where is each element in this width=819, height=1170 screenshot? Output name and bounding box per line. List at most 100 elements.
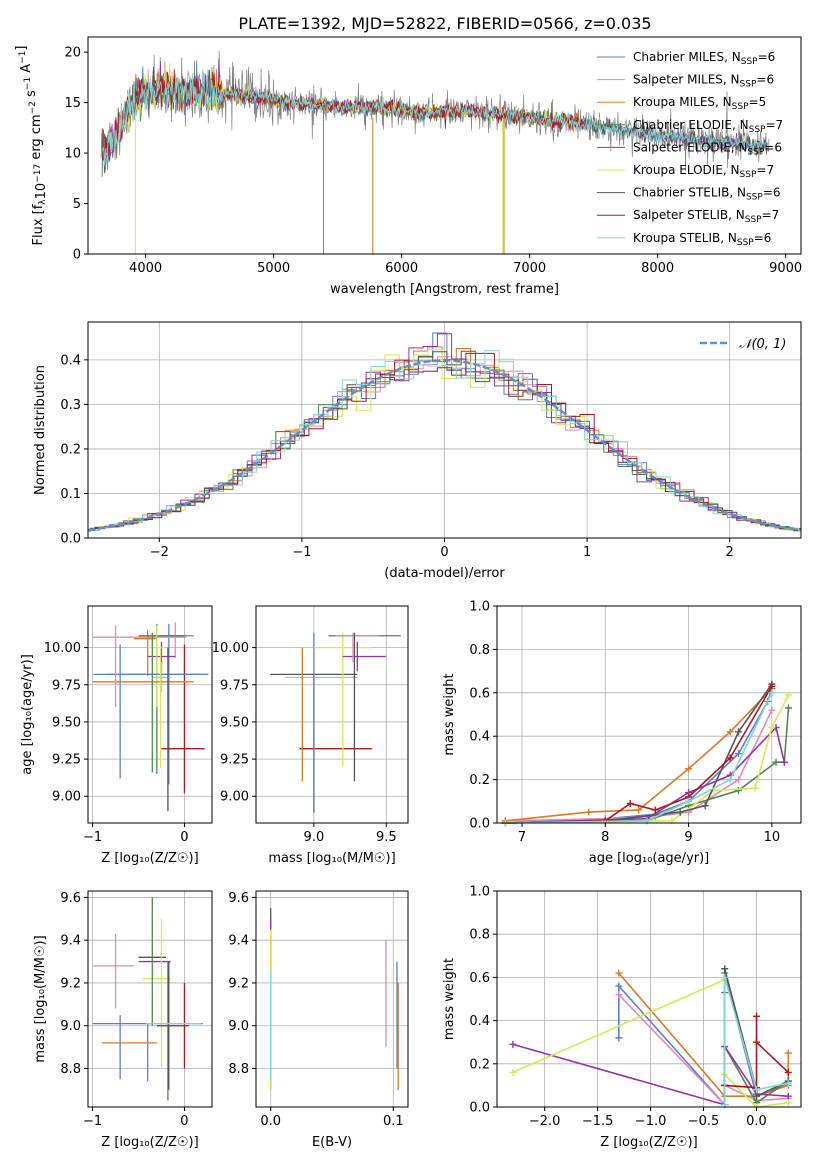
- histograms: [88, 332, 801, 532]
- y-tick-label: 20: [64, 46, 81, 61]
- legend-entry: Chabrier MILES, NSSP=6: [633, 50, 775, 67]
- series-line: [724, 1016, 789, 1089]
- grid: [497, 890, 801, 1108]
- y-tick-label: 0.0: [60, 532, 81, 547]
- series-marker: [784, 1092, 792, 1100]
- panel-age-vs-z: −1 0 9.00 9.25 9.50 9.75 10.00 Z [log₁₀(Z/Z☉)] a…: [20, 605, 213, 866]
- legend-entry: Chabrier ELODIE, NSSP=7: [633, 118, 783, 135]
- series-marker: [615, 991, 623, 999]
- legend-entry: Chabrier STELIB, NSSP=6: [633, 186, 781, 203]
- histogram-series: [88, 350, 801, 531]
- series-marker: [784, 1068, 792, 1076]
- axes-frame: [496, 605, 802, 824]
- y-tick-label: 9.6: [228, 891, 249, 906]
- series-marker: [753, 1012, 761, 1020]
- series-line: [505, 709, 773, 822]
- series-marker: [726, 728, 734, 736]
- x-tick-label: 0: [440, 545, 448, 560]
- panel-mass-vs-z: −1 0 8.8 9.0 9.2 9.4 9.6 Z [log₁₀(Z/Z☉)] mass [l…: [33, 890, 213, 1150]
- axes-frame: [255, 890, 409, 1108]
- histogram-series: [88, 350, 801, 532]
- panel-spectrum: 4000 5000 6000 7000 8000 9000 0 5 10 15 20 waveleng…: [14, 36, 802, 297]
- x-tick-label: 1: [583, 545, 591, 560]
- x-tick-label: 10: [764, 830, 781, 845]
- x-axis-label: Z [log₁₀(Z/Z☉)]: [101, 1135, 198, 1150]
- y-tick-label: 9.2: [60, 976, 81, 991]
- series-marker: [726, 754, 734, 762]
- y-tick-label: 0: [73, 248, 81, 263]
- series-marker: [735, 776, 743, 784]
- axes-frame: [87, 890, 213, 1108]
- legend-entry: Kroupa MILES, NSSP=5: [633, 95, 766, 112]
- series-marker: [676, 808, 684, 816]
- x-tick-label: 8000: [641, 261, 674, 276]
- legend-entry: 𝒩(0, 1): [739, 337, 786, 352]
- x-axis-label: mass [log₁₀(M/M☉)]: [268, 851, 395, 866]
- y-tick-label: 9.0: [60, 1019, 81, 1034]
- y-tick-label: 15: [64, 96, 81, 111]
- series-marker: [626, 799, 634, 807]
- y-tick-label: 0.6: [469, 686, 490, 701]
- y-tick-label: 9.0: [228, 1019, 249, 1034]
- series-lines: [501, 680, 793, 827]
- axes-frame: [87, 36, 802, 255]
- y-tick-label: 9.50: [52, 715, 81, 730]
- errorbars: [270, 908, 399, 1090]
- legend-entry: Salpeter MILES, NSSP=6: [633, 73, 774, 90]
- errorbars: [92, 622, 209, 812]
- x-axis-label: age [log₁₀(age/yr)]: [589, 851, 710, 866]
- x-tick-label: 7000: [513, 261, 546, 276]
- legend-entry: Kroupa ELODIE, NSSP=7: [633, 163, 774, 180]
- legend-entry: Salpeter ELODIE, NSSP=6: [633, 140, 782, 157]
- y-tick-label: 10.00: [212, 641, 249, 656]
- y-tick-label: 9.25: [220, 753, 249, 768]
- axes-frame: [87, 605, 213, 824]
- figure-title: PLATE=1392, MJD=52822, FIBERID=0566, z=0…: [238, 14, 651, 33]
- x-axis-label: Z [log₁₀(Z/Z☉)]: [600, 1135, 697, 1150]
- series-marker: [784, 1099, 792, 1107]
- data-point: [92, 1022, 203, 1082]
- x-tick-label: −2: [150, 545, 169, 560]
- y-axis-label: mass weight: [442, 958, 457, 1040]
- series-marker: [509, 1068, 517, 1076]
- series-marker: [701, 802, 709, 810]
- panel-massweight-vs-age: 7 8 9 10 0.0 0.2 0.4 0.6 0.8 1.0 age [log₁₀(age/yr…: [442, 600, 802, 866]
- series-marker: [615, 1034, 623, 1042]
- series-marker: [585, 808, 593, 816]
- errorbars: [270, 632, 401, 813]
- data-point: [92, 933, 134, 1009]
- x-tick-label: 9000: [769, 261, 802, 276]
- series-marker: [753, 1092, 761, 1100]
- series-marker: [735, 750, 743, 758]
- y-tick-label: 9.2: [228, 976, 249, 991]
- x-tick-label: −1.5: [582, 1114, 614, 1129]
- series-marker: [635, 806, 643, 814]
- x-axis-label: Z [log₁₀(Z/Z☉)]: [101, 851, 198, 866]
- y-tick-label: 10.00: [44, 641, 81, 656]
- y-tick-label: 9.75: [52, 678, 81, 693]
- y-tick-label: 0.0: [469, 817, 490, 832]
- series-line: [505, 685, 773, 824]
- data-point: [161, 644, 205, 794]
- axes-frame: [255, 605, 409, 824]
- series-marker: [751, 784, 759, 792]
- series-marker: [785, 691, 793, 699]
- series-marker: [615, 969, 623, 977]
- series-line: [723, 977, 789, 1105]
- series-marker: [509, 1040, 517, 1048]
- x-tick-label: 4000: [129, 261, 162, 276]
- x-tick-label: 0: [180, 830, 188, 845]
- y-tick-label: 8.8: [228, 1062, 249, 1077]
- x-tick-label: 0.0: [746, 1114, 767, 1129]
- series-marker: [721, 965, 729, 973]
- legend-entry: Kroupa STELIB, NSSP=6: [633, 231, 771, 248]
- series-marker: [772, 758, 780, 766]
- histogram-series: [88, 352, 801, 532]
- panel-age-vs-mass: 9.0 9.5 9.00 9.25 9.50 9.75 10.00 mass [log₁₀(M…: [212, 605, 409, 866]
- y-tick-label: 9.4: [228, 934, 249, 949]
- series-marker: [768, 689, 776, 697]
- series-marker: [768, 706, 776, 714]
- series-marker: [785, 704, 793, 712]
- x-tick-label: −1: [292, 545, 311, 560]
